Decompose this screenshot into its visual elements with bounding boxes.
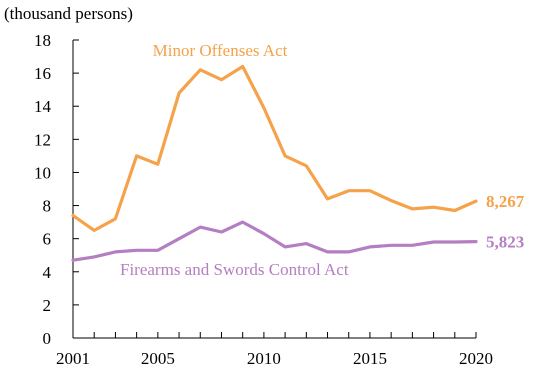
x-tick-label: 2005 <box>141 349 175 368</box>
y-tick-label: 6 <box>43 230 52 249</box>
y-tick-label: 18 <box>34 31 51 50</box>
x-tick-label: 2001 <box>56 349 90 368</box>
x-tick-label: 2015 <box>353 349 387 368</box>
y-tick-label: 2 <box>43 296 52 315</box>
series-end-value-label: 5,823 <box>486 233 524 252</box>
series-line-minor-offenses <box>71 64 478 232</box>
y-tick-label: 8 <box>43 197 52 216</box>
y-tick-label: 4 <box>43 263 52 282</box>
y-tick-label: 12 <box>34 130 51 149</box>
series-end-value-label: 8,267 <box>486 192 525 211</box>
x-tick-label: 2010 <box>247 349 281 368</box>
y-axis-unit-label: (thousand persons) <box>4 4 133 23</box>
y-tick-label: 14 <box>34 97 52 116</box>
y-tick-label: 10 <box>34 163 51 182</box>
series-name-label: Minor Offenses Act <box>153 41 288 60</box>
series-line-firearms-swords <box>71 220 478 262</box>
y-tick-label: 16 <box>34 64 51 83</box>
series-name-label: Firearms and Swords Control Act <box>120 260 349 279</box>
y-tick-label: 0 <box>43 329 52 348</box>
x-tick-label: 2020 <box>459 349 493 368</box>
